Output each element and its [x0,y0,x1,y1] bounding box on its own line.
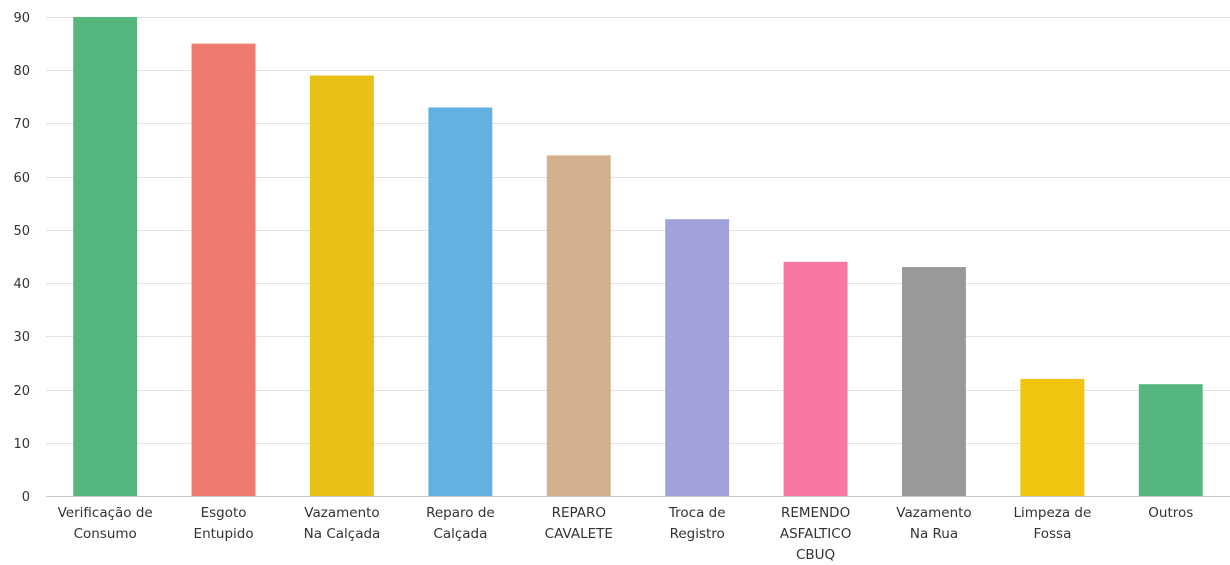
x-tick-label: Calçada [433,526,487,542]
x-tick-label: Vazamento [304,505,379,521]
x-tick-label: Outros [1148,505,1193,521]
bars [73,17,1203,496]
x-tick-label: Consumo [74,526,137,542]
x-tick-label: Vazamento [896,505,971,521]
bar [546,155,611,496]
x-tick-label: CBUQ [796,547,835,563]
bar [310,75,374,496]
x-tick-label: Esgoto [201,505,247,521]
y-tick-label: 70 [13,117,30,132]
y-tick-label: 60 [13,171,30,186]
y-tick-label: 40 [13,277,30,292]
bar [1138,384,1203,496]
x-tick-label: CAVALETE [545,526,613,542]
x-tick-label: Reparo de [426,505,495,521]
bar [665,219,730,496]
x-tick-label: Verificação de [58,505,153,521]
y-tick-label: 10 [13,437,30,452]
x-tick-label: Troca de [668,505,726,521]
x-tick-label: Fossa [1033,526,1071,542]
x-tick-label: Registro [670,526,725,542]
x-tick-label: ASFALTICO [780,526,852,542]
y-tick-label: 80 [13,64,30,79]
x-axis-labels: Verificação de Consumo Esgoto Entupido Vazam… [58,505,1194,563]
y-axis-ticks: 0 10 20 30 40 50 60 70 80 90 [13,11,30,505]
bar [902,267,966,496]
x-tick-label: Entupido [194,526,254,542]
y-tick-label: 90 [13,11,30,26]
y-tick-label: 50 [13,224,30,239]
x-tick-label: REPARO [552,505,606,521]
x-tick-label: REMENDO [781,505,850,521]
bar [783,261,848,496]
bar [73,17,138,496]
x-tick-label: Na Calçada [304,526,381,542]
y-tick-label: 30 [13,330,30,345]
bar [1020,378,1085,496]
y-tick-label: 20 [13,384,30,399]
bar [428,107,493,496]
bar [191,43,256,496]
x-tick-label: Na Rua [910,526,958,542]
x-tick-label: Limpeza de [1013,505,1091,521]
y-tick-label: 0 [22,490,30,505]
